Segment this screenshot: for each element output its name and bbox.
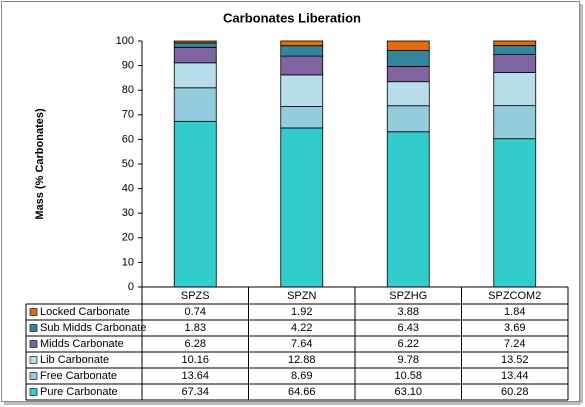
bar-segment [173, 46, 217, 64]
x-tick-label: SPZN [287, 290, 316, 302]
bar-segment [280, 40, 324, 47]
table-cell: 6.22 [398, 338, 419, 350]
bar-segment [280, 45, 324, 57]
legend-swatch [29, 340, 38, 348]
y-tick-label: 30 [122, 207, 134, 219]
y-axis-title: Mass (% Carbonates) [34, 108, 46, 220]
table-cell: 13.64 [181, 370, 209, 382]
table-cell: 1.84 [504, 306, 525, 318]
bar-segment [280, 106, 324, 129]
table-cell: 6.28 [185, 338, 206, 350]
table-cell: 7.64 [291, 338, 312, 350]
bar-segment [173, 42, 217, 48]
y-tick-label: 80 [122, 84, 134, 96]
bar-segment [386, 40, 430, 51]
table-cell: 1.92 [291, 306, 312, 318]
bar-segment [386, 81, 430, 107]
table-cell: 3.88 [398, 306, 419, 318]
bar-segment [386, 65, 430, 83]
table-cell: 4.22 [291, 322, 312, 334]
table-cell: 0.74 [185, 306, 206, 318]
legend-label: Midds Carbonate [40, 338, 124, 350]
table-cell: 64.66 [288, 386, 316, 398]
table-cell: 9.78 [398, 354, 419, 366]
table-cell: 63.10 [394, 386, 422, 398]
x-tick-label: SPZCOM2 [488, 290, 541, 302]
table-cell: 10.16 [181, 354, 209, 366]
bar-segment [386, 50, 430, 67]
legend-label: Free Carbonate [40, 370, 117, 382]
y-tick-label: 90 [122, 60, 134, 72]
table-cell: 10.58 [394, 370, 422, 382]
bar-segment [280, 74, 324, 107]
legend-swatch [29, 324, 38, 332]
legend-swatch [29, 308, 38, 316]
y-tick-label: 100 [116, 35, 134, 47]
y-tick-label: 70 [122, 109, 134, 121]
bar-segment [173, 62, 217, 89]
table-cell: 1.83 [185, 322, 206, 334]
x-tick-label: SPZS [181, 290, 210, 302]
x-tick-label: SPZHG [389, 290, 427, 302]
table-cell: 67.34 [181, 386, 209, 398]
bar-segment [280, 127, 324, 288]
bar-segment [493, 105, 537, 140]
bar-segment [173, 87, 217, 122]
table-cell: 13.44 [501, 370, 529, 382]
legend-label: Locked Carbonate [40, 306, 130, 318]
bar-segment [173, 120, 217, 288]
chart-title: Carbonates Liberation [223, 10, 361, 25]
legend-swatch [29, 388, 38, 396]
bar-segment [493, 40, 537, 46]
bar-segment [493, 138, 537, 288]
bar-segment [386, 105, 430, 133]
table-cell: 13.52 [501, 354, 529, 366]
legend-label: Lib Carbonate [40, 354, 109, 366]
y-tick-label: 0 [128, 281, 134, 293]
legend-label: Sub Midds Carbonate [40, 322, 146, 334]
table-cell: 7.24 [504, 338, 525, 350]
y-tick-label: 20 [122, 232, 134, 244]
y-tick-label: 40 [122, 183, 134, 195]
y-tick-label: 10 [122, 256, 134, 268]
legend-swatch [29, 372, 38, 380]
y-tick-label: 60 [122, 133, 134, 145]
table-cell: 12.88 [288, 354, 316, 366]
table-cell: 6.43 [398, 322, 419, 334]
y-tick-label: 50 [122, 158, 134, 170]
bar-segment [280, 55, 324, 76]
bar-segment [493, 45, 537, 55]
bar-segment [386, 131, 430, 288]
bar-segment [493, 54, 537, 73]
table-cell: 60.28 [501, 386, 529, 398]
table-cell: 8.69 [291, 370, 312, 382]
legend-swatch [29, 356, 38, 364]
legend-label: Pure Carbonate [40, 386, 118, 398]
table-cell: 3.69 [504, 322, 525, 334]
bar-segment [493, 71, 537, 107]
bar-segment [173, 40, 217, 44]
